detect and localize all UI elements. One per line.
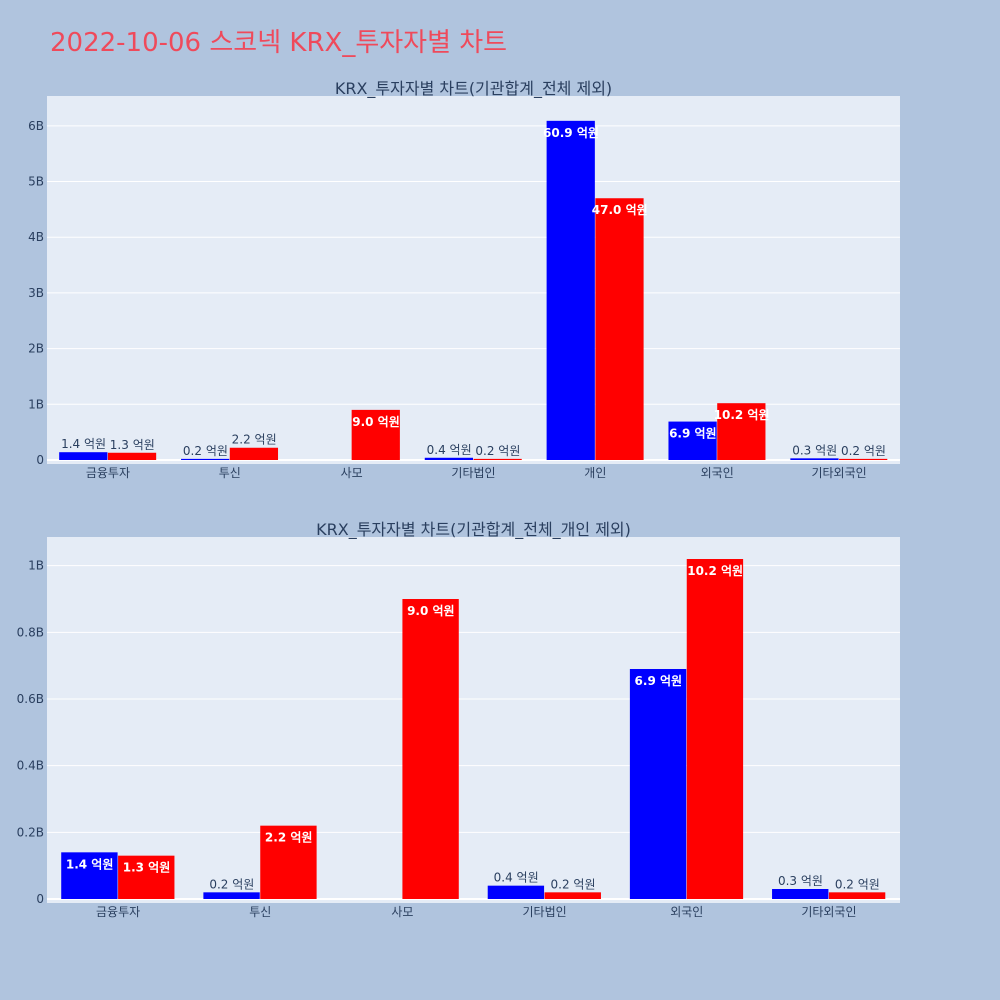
data-label: 47.0 억원 [592, 203, 648, 217]
bar [181, 458, 230, 460]
plot-background [47, 537, 900, 903]
data-label: 0.3 억원 [778, 874, 823, 888]
y-tick-label: 6B [28, 119, 44, 133]
bar [351, 409, 400, 460]
data-label: 6.9 억원 [669, 427, 717, 441]
bar [402, 599, 459, 899]
data-label: 6.9 억원 [635, 674, 683, 688]
x-tick-label: 기타외국인 [801, 905, 856, 919]
bar [828, 892, 886, 899]
bar [118, 855, 175, 899]
x-tick-label: 외국인 [701, 466, 734, 480]
bar [686, 559, 744, 899]
y-tick-label: 0 [36, 453, 44, 467]
bar [260, 825, 317, 899]
x-tick-label: 외국인 [670, 905, 703, 919]
x-tick-label: 개인 [584, 466, 606, 480]
bar [229, 447, 279, 460]
y-tick-label: 0.2B [17, 825, 44, 839]
data-label: 1.4 억원 [66, 857, 114, 871]
bar [668, 421, 717, 460]
y-tick-label: 3B [28, 286, 44, 300]
data-label: 0.4 억원 [494, 871, 539, 885]
data-label: 1.3 억원 [110, 438, 155, 452]
data-label: 9.0 억원 [407, 604, 455, 618]
data-label: 0.2 억원 [209, 877, 254, 891]
y-tick-label: 2B [28, 342, 44, 356]
y-tick-label: 0.8B [17, 625, 44, 639]
chart-title: KRX_투자자별 차트(기관합계_전체_개인 제외) [316, 520, 631, 540]
data-label: 60.9 억원 [543, 126, 599, 140]
y-tick-label: 0.6B [17, 692, 44, 706]
bar [107, 452, 157, 460]
data-label: 0.2 억원 [551, 877, 596, 891]
chart-panel-2: 0 0.2B 0.4B 0.6B 0.8B 1B KRX_투자자별 차트(기관합계_전체_개… [17, 520, 900, 919]
data-label: 1.4 억원 [61, 437, 106, 451]
chart-panel-1: 0 1B 2B 3B 4B 5B 6B KRX_투자자별 차트(기관합계_전체 제외) 금융투자… [28, 79, 900, 480]
data-label: 10.2 억원 [687, 564, 743, 578]
y-tick-label: 1B [28, 397, 44, 411]
x-tick-label: 기타법인 [522, 905, 566, 919]
data-label: 0.2 억원 [835, 877, 880, 891]
bar [544, 892, 601, 899]
x-tick-label: 기타외국인 [811, 466, 866, 480]
bar [546, 120, 595, 460]
y-tick-label: 1B [28, 559, 44, 573]
bar [61, 852, 118, 899]
data-label: 2.2 억원 [265, 831, 313, 845]
x-tick-label: 기타법인 [451, 466, 495, 480]
x-tick-label: 사모 [391, 905, 413, 919]
chart-title: KRX_투자자별 차트(기관합계_전체 제외) [335, 79, 612, 99]
bar [473, 458, 522, 460]
bar [203, 892, 260, 899]
x-tick-label: 투신 [249, 905, 271, 919]
x-tick-label: 사모 [341, 466, 363, 480]
plot-background [47, 96, 900, 464]
bar [424, 457, 473, 460]
data-label: 10.2 억원 [714, 408, 770, 422]
y-tick-label: 0 [36, 892, 44, 906]
x-tick-label: 금융투자 [86, 466, 130, 480]
data-label: 0.2 억원 [841, 444, 886, 458]
bar [772, 889, 829, 899]
data-label: 9.0 억원 [352, 415, 400, 429]
data-label: 1.3 억원 [123, 861, 171, 875]
y-tick-label: 4B [28, 230, 44, 244]
data-label: 0.2 억원 [183, 444, 228, 458]
bar [629, 669, 687, 899]
bar [487, 885, 545, 899]
bar [717, 403, 766, 460]
bar [790, 458, 839, 460]
data-label: 0.4 억원 [427, 443, 472, 457]
bar [595, 198, 644, 460]
bar [59, 452, 108, 460]
page-title: 2022-10-06 스코넥 KRX_투자자별 차트 [50, 28, 508, 58]
x-tick-label: 투신 [219, 466, 241, 480]
data-label: 0.2 억원 [475, 444, 520, 458]
data-label: 2.2 억원 [232, 433, 277, 447]
y-tick-label: 0.4B [17, 759, 44, 773]
x-tick-label: 금융투자 [96, 905, 140, 919]
data-label: 0.3 억원 [792, 443, 837, 457]
y-tick-label: 5B [28, 175, 44, 189]
bar [839, 458, 888, 460]
